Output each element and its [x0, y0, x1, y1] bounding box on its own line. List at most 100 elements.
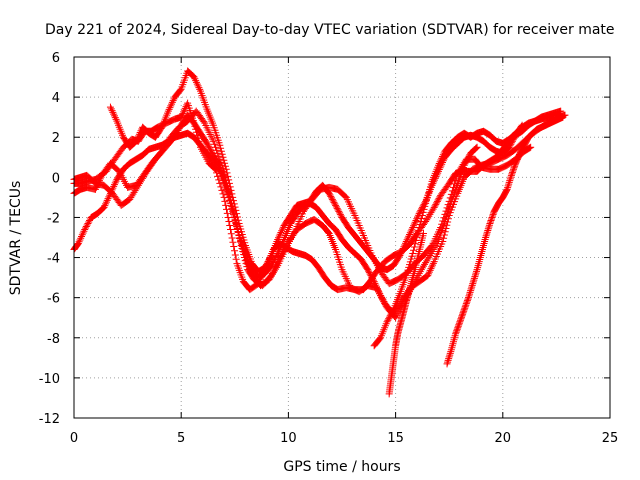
data-point-sample	[420, 205, 428, 213]
data-point-sample	[191, 75, 199, 83]
data-point	[482, 234, 490, 241]
data-point-sample	[412, 216, 420, 224]
data-point-sample	[267, 272, 275, 280]
data-point	[132, 137, 140, 145]
data-point	[469, 280, 477, 288]
data-point-sample	[376, 290, 384, 298]
data-point-sample	[458, 312, 466, 320]
data-point-sample	[403, 236, 411, 244]
data-points	[70, 67, 569, 398]
data-point-sample	[104, 195, 112, 203]
data-point	[265, 276, 273, 284]
data-point-sample	[165, 105, 173, 113]
data-point-sample	[472, 144, 480, 152]
data-point-sample	[486, 218, 494, 226]
data-point-sample	[460, 307, 468, 315]
data-point-sample	[445, 355, 453, 363]
data-point	[164, 107, 172, 115]
data-point-sample	[507, 140, 515, 148]
data-point-sample	[381, 299, 389, 307]
data-point-sample	[418, 264, 426, 272]
data-point	[267, 262, 275, 270]
data-point-sample	[222, 205, 230, 213]
data-point-sample	[424, 214, 432, 222]
data-point-sample	[484, 226, 492, 234]
data-point-sample	[453, 327, 461, 335]
data-point-sample	[468, 283, 476, 291]
data-point-sample	[395, 253, 403, 261]
data-point-sample	[328, 195, 336, 203]
data-point-sample	[414, 230, 422, 238]
data-point-sample	[414, 227, 422, 235]
series-5	[106, 67, 526, 276]
data-point-sample	[510, 164, 518, 172]
data-point-sample	[192, 77, 200, 85]
data-point-sample	[326, 191, 334, 199]
data-point-sample	[397, 248, 405, 256]
data-point-sample	[229, 197, 237, 205]
data-point-sample	[429, 259, 437, 267]
data-point-sample	[229, 238, 237, 246]
data-point-sample	[82, 224, 90, 232]
data-point-sample	[484, 225, 492, 233]
data-point-sample	[328, 194, 336, 202]
data-point-sample	[411, 218, 419, 226]
data-point	[325, 189, 333, 197]
data-point-sample	[228, 190, 236, 198]
data-point-sample	[218, 150, 226, 158]
data-point-sample	[169, 97, 177, 105]
data-point-sample	[219, 190, 227, 198]
series-4	[70, 129, 481, 322]
data-point	[274, 236, 282, 244]
data-point-sample	[463, 155, 471, 163]
data-point-sample	[205, 144, 213, 152]
data-point-sample	[112, 177, 120, 185]
data-point-sample	[263, 259, 271, 267]
data-point-sample	[388, 309, 396, 317]
data-point	[464, 294, 472, 302]
data-point	[203, 139, 211, 147]
data-point-sample	[180, 106, 188, 114]
data-point-sample	[179, 110, 187, 118]
data-point	[100, 203, 108, 211]
data-point-sample	[167, 102, 175, 110]
data-point-sample	[397, 250, 405, 258]
data-point-sample	[133, 135, 141, 143]
data-point-sample	[271, 254, 279, 262]
data-point-sample	[425, 253, 433, 261]
data-point-sample	[427, 209, 435, 217]
data-point	[190, 73, 198, 81]
data-point-sample	[272, 265, 280, 273]
data-point-sample	[511, 162, 519, 170]
data-point-sample	[224, 213, 232, 221]
data-point	[434, 161, 442, 169]
data-point-sample	[368, 273, 376, 281]
data-point-sample	[135, 132, 143, 140]
data-point-sample	[136, 178, 144, 186]
data-point-sample	[331, 200, 339, 208]
data-point	[505, 143, 513, 151]
data-point-sample	[429, 261, 437, 269]
series-8	[443, 113, 567, 368]
data-point-sample	[404, 234, 412, 242]
data-point-sample	[485, 221, 493, 229]
data-point-sample	[334, 206, 342, 214]
data-point-sample	[335, 207, 343, 215]
data-point-sample	[266, 253, 274, 261]
data-point-sample	[402, 239, 410, 247]
y-tick-labels: -12 -10 -8 -6 -4 -2 0 2 4 6	[39, 51, 60, 427]
data-point-sample	[374, 286, 382, 294]
data-point-sample	[75, 238, 83, 246]
data-point-sample	[230, 213, 238, 221]
data-point	[74, 240, 82, 248]
data-point-sample	[111, 114, 119, 122]
data-point-sample	[275, 232, 283, 240]
data-point-sample	[462, 300, 470, 308]
data-point	[370, 278, 378, 286]
data-point-sample	[138, 176, 146, 184]
data-point-sample	[423, 216, 431, 224]
data-point	[383, 318, 391, 326]
data-point	[456, 318, 464, 326]
data-point-sample	[433, 197, 441, 205]
